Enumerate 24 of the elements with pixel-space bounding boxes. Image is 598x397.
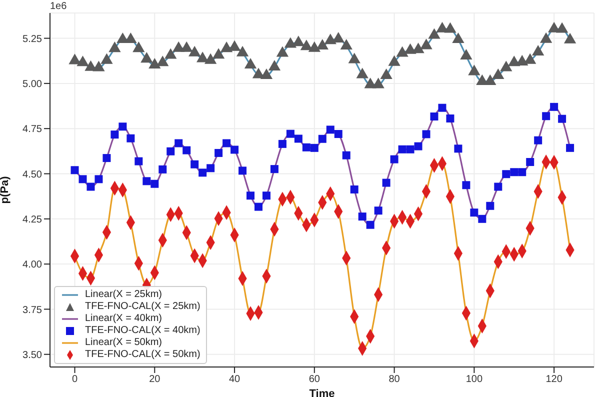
x-axis-title: Time	[309, 388, 335, 397]
legend-label: Linear(X = 25km)	[85, 289, 162, 301]
text: 1e6	[50, 1, 67, 12]
y-tick-label: 4.50	[22, 169, 42, 180]
legend-label: Linear(X = 40km)	[85, 313, 162, 325]
legend-label: TFE-FNO-CAL(X = 50km)	[85, 349, 200, 361]
x-tick-label: 20	[149, 374, 161, 386]
y-tick-label: 5.00	[22, 78, 42, 90]
legend-label: TFE-FNO-CAL(X = 40km)	[85, 325, 200, 337]
legend-label: TFE-FNO-CAL(X = 25km)	[85, 301, 200, 313]
y-tick-label: 5.25	[22, 34, 42, 45]
legend-label: Linear(X = 50km)	[85, 337, 162, 349]
y-tick-label: 4.25	[22, 214, 42, 226]
y-tick-label: 3.50	[22, 350, 42, 361]
x-tick-label: 0	[72, 374, 78, 386]
x-tick-label: 120	[546, 374, 563, 386]
y-tick-label: 4.75	[22, 124, 42, 136]
x-tick-label: 60	[308, 374, 320, 386]
x-tick-label: 80	[388, 374, 400, 386]
x-tick-label: 100	[466, 374, 483, 386]
y-axis-title: p(Pa)	[0, 176, 11, 204]
y-tick-label: 4.00	[22, 260, 42, 271]
y-tick-label: 3.75	[22, 304, 42, 316]
x-tick-label: 40	[228, 374, 241, 386]
